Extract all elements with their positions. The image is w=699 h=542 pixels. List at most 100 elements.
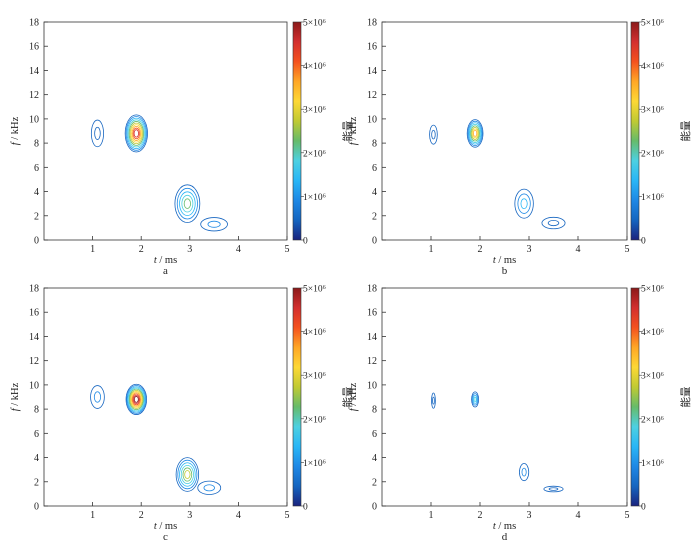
contour-level	[200, 217, 228, 232]
contour-level	[183, 198, 191, 209]
x-tick-label: 1	[90, 244, 95, 255]
contour-level	[179, 462, 196, 487]
contour-level	[469, 123, 481, 143]
contour-level	[472, 395, 478, 404]
contour-level	[468, 122, 482, 145]
contour-level	[126, 385, 147, 414]
contour-level	[129, 389, 143, 409]
contour-level	[519, 463, 530, 482]
contour-level	[90, 385, 105, 409]
colorbar-tick-label: 2×10⁶	[641, 149, 664, 159]
colorbar-tick-label: 0	[641, 237, 646, 247]
y-tick-label: 14	[29, 66, 39, 77]
y-tick-label: 2	[372, 211, 377, 222]
contour-level	[177, 459, 198, 490]
colorbar	[630, 21, 640, 241]
y-tick-label: 18	[29, 284, 39, 295]
y-tick-label: 2	[372, 477, 377, 488]
y-tick-label: 16	[367, 42, 377, 53]
plot-area	[381, 287, 628, 507]
y-tick-label: 4	[34, 453, 39, 464]
colorbar-tick-label: 1×10⁶	[641, 193, 664, 203]
colorbar-label: 能量	[679, 120, 692, 141]
y-tick-label: 0	[34, 236, 39, 247]
plot-area	[381, 21, 628, 241]
contour-level	[133, 396, 139, 403]
contour-level	[133, 129, 139, 138]
y-tick-label: 6	[372, 429, 377, 440]
contour-level	[131, 125, 141, 141]
colorbar-tick-label: 3×10⁶	[303, 372, 326, 382]
x-tick-label: 1	[90, 510, 95, 521]
contour-level	[184, 470, 191, 479]
x-tick-label: 2	[478, 510, 483, 521]
contour-level	[175, 457, 200, 492]
contour-level	[124, 114, 148, 153]
y-tick-label: 18	[367, 284, 377, 295]
x-tick-label: 1	[429, 510, 434, 521]
y-tick-label: 2	[34, 477, 39, 488]
y-tick-label: 12	[29, 90, 39, 101]
x-tick-label: 2	[139, 510, 144, 521]
contour-group	[431, 391, 564, 493]
y-axis-label: f / kHz	[10, 116, 21, 145]
colorbar-tick-label: 2×10⁶	[641, 415, 664, 425]
y-tick-label: 2	[34, 211, 39, 222]
contour-level	[128, 121, 144, 146]
plot-area	[43, 287, 288, 507]
x-tick-label: 5	[285, 244, 290, 255]
x-tick-label: 5	[285, 510, 290, 521]
contour-level	[128, 387, 145, 412]
contour-level	[472, 128, 479, 139]
colorbar-tick-label: 0	[303, 503, 308, 513]
contour-level	[131, 392, 142, 407]
contour-level	[548, 487, 559, 491]
y-tick-label: 6	[34, 429, 39, 440]
contour-level	[93, 391, 102, 403]
x-tick-label: 2	[139, 244, 144, 255]
x-tick-label: 4	[236, 244, 241, 255]
y-tick-label: 10	[367, 114, 377, 125]
x-tick-label: 3	[527, 244, 532, 255]
colorbar-tick-label: 3×10⁶	[303, 106, 326, 116]
contour-level	[126, 117, 146, 150]
contour-group	[90, 114, 228, 232]
colorbar-label: 能量	[341, 120, 354, 141]
contour-level	[473, 396, 477, 402]
contour-level	[127, 386, 146, 413]
panel-label: b	[502, 265, 508, 277]
y-axis-label: f / kHz	[10, 382, 21, 411]
colorbar-tick-label: 4×10⁶	[303, 62, 326, 72]
y-tick-label: 10	[29, 380, 39, 391]
contour-level	[431, 129, 436, 140]
x-tick-label: 2	[478, 244, 483, 255]
y-tick-label: 12	[367, 356, 377, 367]
contour-level	[128, 388, 144, 411]
contour-level	[471, 391, 480, 408]
contour-level	[132, 127, 140, 140]
x-tick-label: 4	[576, 244, 581, 255]
contour-level	[541, 216, 566, 230]
contour-level	[133, 394, 140, 405]
colorbar-tick-label: 0	[641, 503, 646, 513]
x-axis-label: t / ms	[154, 521, 177, 532]
y-tick-label: 16	[29, 308, 39, 319]
x-tick-label: 3	[187, 244, 192, 255]
colorbar-tick-label: 1×10⁶	[303, 193, 326, 203]
contour-level	[547, 220, 560, 227]
contour-level	[197, 480, 222, 495]
colorbar	[292, 287, 302, 507]
colorbar-label: 能量	[679, 386, 692, 407]
y-tick-label: 4	[372, 453, 377, 464]
contour-level	[176, 187, 198, 220]
y-tick-label: 0	[372, 236, 377, 247]
y-tick-label: 12	[29, 356, 39, 367]
x-tick-label: 1	[429, 244, 434, 255]
y-tick-label: 12	[367, 90, 377, 101]
y-tick-label: 14	[29, 332, 39, 343]
contour-level	[130, 124, 142, 143]
contour-level	[429, 124, 438, 145]
y-tick-label: 14	[367, 66, 377, 77]
x-tick-label: 5	[625, 244, 630, 255]
